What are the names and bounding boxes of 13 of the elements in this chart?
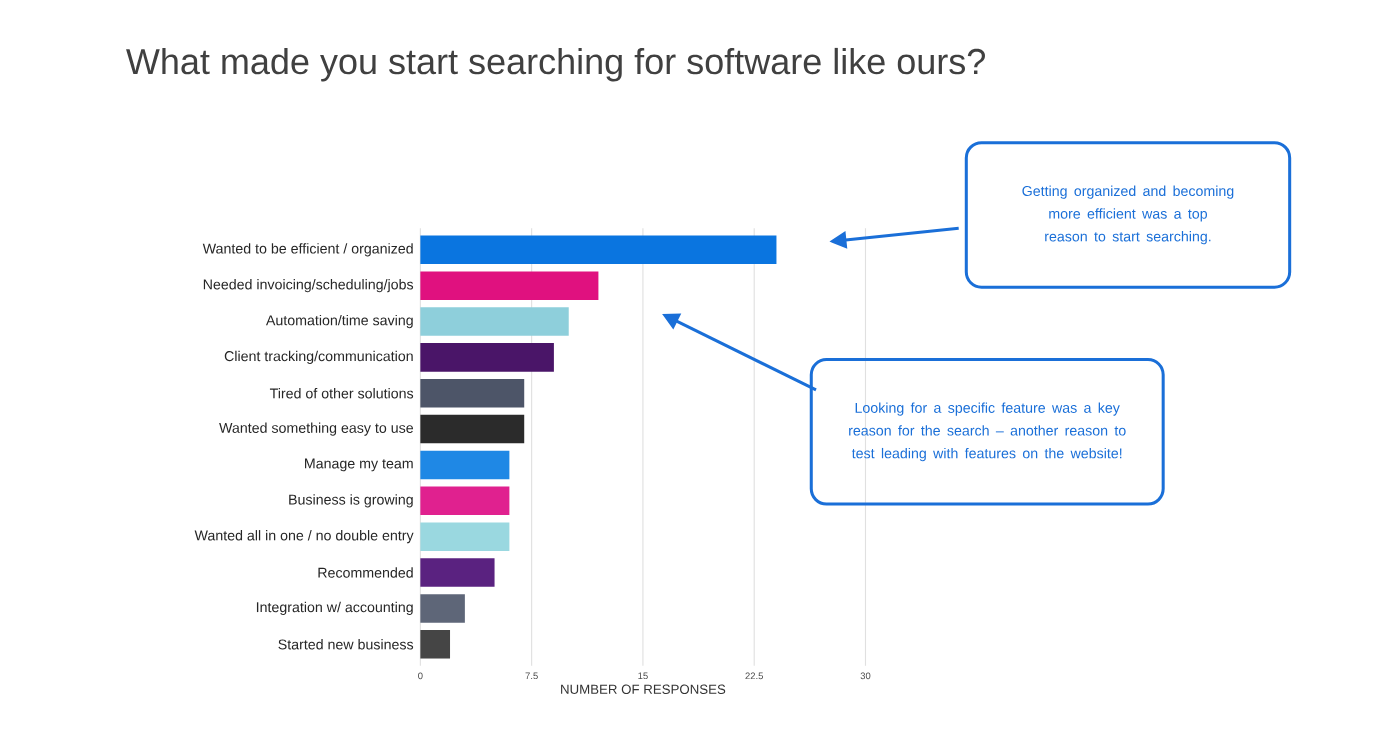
bar [420,450,510,480]
bar [420,415,525,444]
bar [420,558,495,588]
bar [420,630,451,659]
bar [420,235,777,265]
bar [420,271,599,301]
bar [420,379,525,408]
bar [420,343,554,372]
chart-title: What made you start searching for software like ours? [126,48,985,82]
bar [420,307,569,337]
bar [420,594,465,623]
bar [420,486,510,516]
bar [420,522,510,552]
